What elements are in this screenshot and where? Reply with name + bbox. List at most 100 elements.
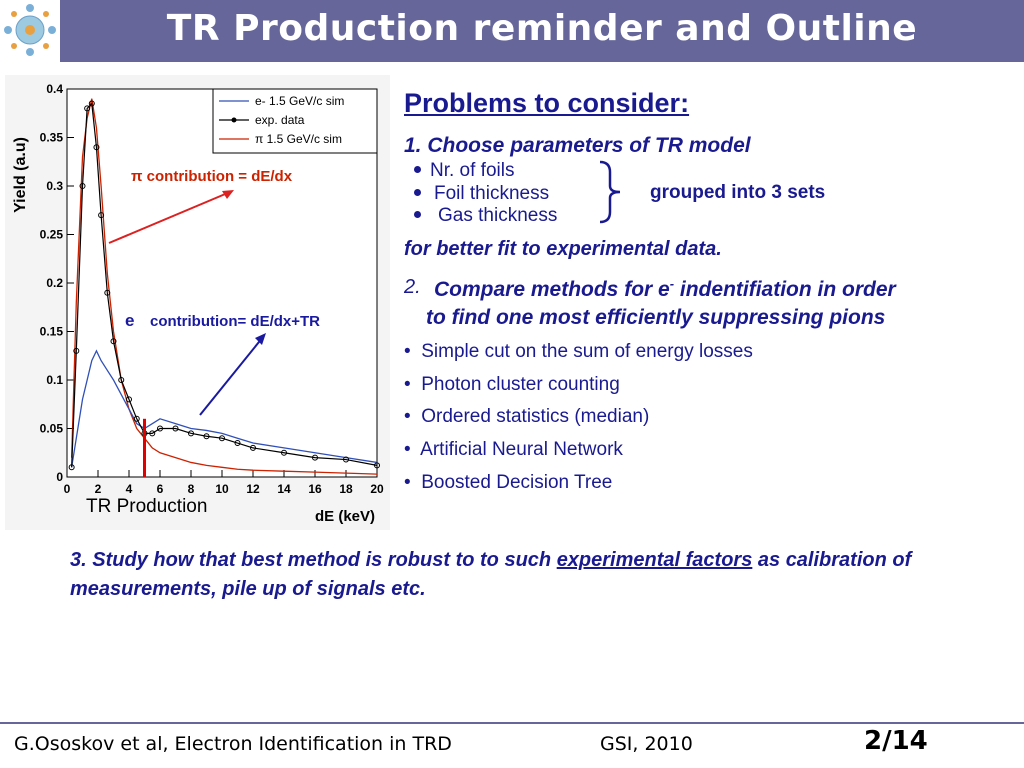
data-point xyxy=(343,456,349,463)
data-point xyxy=(73,347,80,354)
data-point xyxy=(79,183,86,189)
y-tick-label: 0.05 xyxy=(40,422,64,436)
x-tick-label: 12 xyxy=(246,482,260,496)
method-item: • Artificial Neural Network xyxy=(404,439,623,460)
sub-item: Foil thickness xyxy=(434,183,550,204)
chart-svg: Yield (a.u) dE (keV) 0 0.05 0.1 0.15 0.2 0.25… xyxy=(12,82,384,525)
data-point xyxy=(118,377,125,383)
pi-arrowhead xyxy=(222,190,234,199)
pi-annotation: π contribution = dE/dx xyxy=(131,168,293,185)
footer-venue: GSI, 2010 xyxy=(600,733,693,755)
y-tick-label: 0.1 xyxy=(46,373,63,387)
data-point xyxy=(157,425,163,432)
data-point xyxy=(203,433,210,440)
x-tick-label: 6 xyxy=(157,482,164,496)
plot-frame xyxy=(66,88,378,478)
e-arrowhead xyxy=(255,333,266,345)
data-point xyxy=(188,430,194,437)
y-tick-label: 0.4 xyxy=(46,82,63,96)
data-point xyxy=(68,464,75,471)
legend-entry: exp. data xyxy=(255,113,305,127)
data-point xyxy=(250,444,256,451)
footer-divider xyxy=(0,722,1024,724)
e-annotation: contribution= dE/dx+TR xyxy=(150,313,320,330)
y-tick-label: 0.2 xyxy=(46,276,63,290)
y-tick-label: 0.25 xyxy=(40,228,64,242)
title-bar: TR Production reminder and Outline xyxy=(60,0,1024,62)
item2-text: Compare methods for e- indentifiation in… xyxy=(434,276,896,302)
x-tick-label: 16 xyxy=(308,482,322,496)
data-point xyxy=(374,462,380,469)
footer-author: G.Ososkov et al, Electron Identification… xyxy=(14,733,452,755)
item2-superscript: - xyxy=(669,276,675,291)
method-item: • Ordered statistics (median) xyxy=(404,406,650,427)
data-point xyxy=(98,212,105,219)
item1-text: 1. Choose parameters of TR model xyxy=(404,134,751,157)
method-item: • Boosted Decision Tree xyxy=(404,472,613,493)
item3-paragraph: 3. Study how that best method is robust … xyxy=(70,546,1010,604)
logo-icon xyxy=(4,4,56,56)
item2-text-start: Compare methods for e xyxy=(434,278,670,301)
item3-start: 3. Study how that best method is robust … xyxy=(70,549,557,571)
data-point xyxy=(312,454,318,461)
x-tick-label: 2 xyxy=(95,482,102,496)
y-tick-label: 0.3 xyxy=(46,179,63,193)
method-item: • Simple cut on the sum of energy losses xyxy=(404,341,753,362)
tr-production-label: TR Production xyxy=(86,496,208,517)
data-point xyxy=(149,430,156,437)
method-item: • Photon cluster counting xyxy=(404,374,620,395)
method-label: Boosted Decision Tree xyxy=(421,472,613,493)
x-tick-label: 14 xyxy=(277,482,291,496)
data-point xyxy=(281,449,287,456)
e-annotation-symbol: e xyxy=(125,311,134,330)
method-label: Simple cut on the sum of energy losses xyxy=(421,341,753,362)
item2-text-end: indentifiation in order xyxy=(674,278,896,301)
e-arrow xyxy=(199,336,264,416)
data-point xyxy=(88,100,95,107)
legend-entry: π 1.5 GeV/c sim xyxy=(255,132,342,146)
bullet-dot xyxy=(414,189,421,196)
x-axis-label: dE (keV) xyxy=(315,508,375,525)
data-point xyxy=(219,435,225,442)
x-tick-label: 10 xyxy=(215,482,229,496)
grouped-label: grouped into 3 sets xyxy=(650,182,826,203)
y-tick-label: 0 xyxy=(56,470,63,484)
bullet-dot xyxy=(414,166,421,173)
x-tick-label: 20 xyxy=(370,482,384,496)
data-point xyxy=(133,415,140,422)
data-point xyxy=(234,440,241,447)
method-label: Ordered statistics (median) xyxy=(421,406,650,427)
x-tick-label: 4 xyxy=(126,482,133,496)
plot-area: 0 0.05 0.1 0.15 0.2 0.25 0.3 0.35 0.4 0 2 4 6 8 10 12 14… xyxy=(40,82,384,496)
method-label: Photon cluster counting xyxy=(421,374,620,395)
pi-arrow xyxy=(108,191,231,244)
x-tick-label: 18 xyxy=(339,482,353,496)
y-tick-label: 0.35 xyxy=(40,131,64,145)
x-tick-label: 8 xyxy=(188,482,195,496)
item2-continuation: to find one most efficiently suppressing… xyxy=(426,306,886,329)
bullet-dot xyxy=(414,211,421,218)
slide-title: TR Production reminder and Outline xyxy=(166,8,918,49)
page-number: 2/14 xyxy=(864,726,928,756)
data-point xyxy=(126,396,132,403)
data-point xyxy=(84,105,91,112)
data-point xyxy=(110,338,117,345)
legend-marker xyxy=(231,117,237,123)
brace-icon xyxy=(599,160,621,224)
item2-number: 2. xyxy=(404,276,421,298)
problems-heading: Problems to consider: xyxy=(404,88,690,118)
legend-entry: e- 1.5 GeV/c sim xyxy=(255,94,344,108)
y-tick-label: 0.15 xyxy=(40,325,64,339)
item3-end: as calibration of measurements, pile up … xyxy=(70,549,912,600)
experimental-factors-link[interactable]: experimental factors xyxy=(556,549,753,571)
y-axis-label: Yield (a.u) xyxy=(12,137,29,213)
legend-box xyxy=(212,88,378,154)
data-point xyxy=(104,289,111,296)
data-point xyxy=(93,144,100,151)
x-tick-label: 0 xyxy=(64,482,71,496)
better-fit-text: for better fit to experimental data. xyxy=(404,238,722,260)
sub-item: Nr. of foils xyxy=(430,160,515,181)
data-point xyxy=(172,425,179,432)
chart-panel: Yield (a.u) dE (keV) 0 0.05 0.1 0.15 0.2 0.25… xyxy=(5,75,390,530)
method-label: Artificial Neural Network xyxy=(420,439,623,460)
